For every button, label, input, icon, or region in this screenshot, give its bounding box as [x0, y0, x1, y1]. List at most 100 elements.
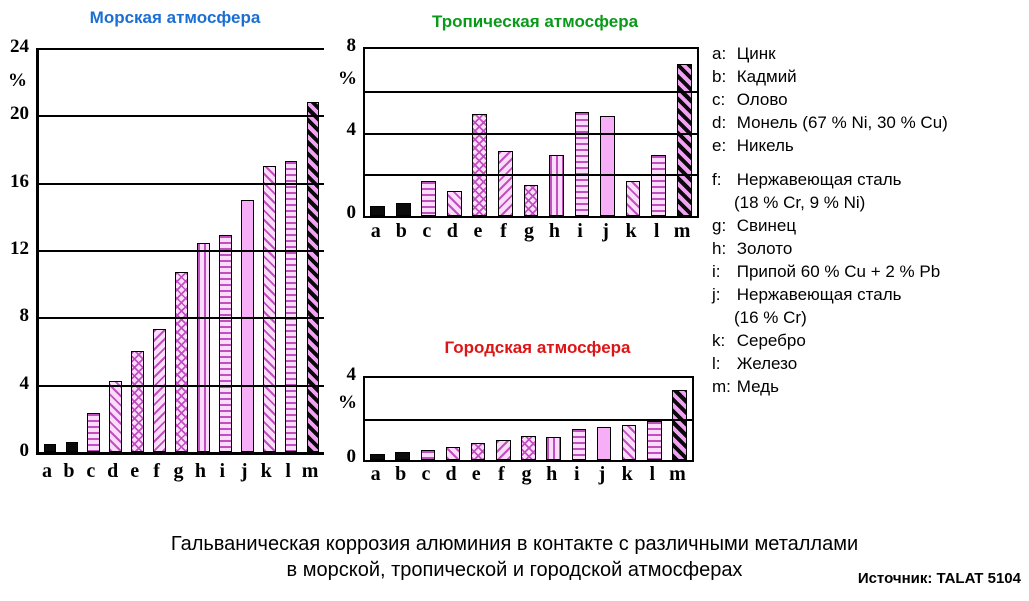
- bar-slot: [440, 378, 465, 460]
- y-tick-label: 4: [346, 118, 357, 140]
- x-tick-label: d: [445, 463, 457, 485]
- x-tick-label: k: [625, 220, 637, 242]
- legend-key: k:: [712, 331, 726, 350]
- x-tick-label: l: [285, 460, 291, 482]
- bar-slot: [365, 378, 390, 460]
- bar-a: [370, 205, 386, 216]
- x-tick-label: l: [649, 463, 656, 485]
- bar-slot: [416, 49, 442, 216]
- y-tick-label: 4: [19, 372, 30, 394]
- legend-item-g: g: Свинец: [712, 214, 1027, 237]
- x-tick-label: j: [240, 460, 248, 482]
- bar-c: [420, 449, 436, 460]
- bar-series: [39, 48, 324, 452]
- legend-label-sub-f: (18 % Cr, 9 % Ni): [734, 193, 866, 212]
- x-tick-label: j: [598, 463, 606, 485]
- x-tick-label: f: [153, 460, 160, 482]
- x-tick-label: c: [86, 460, 96, 482]
- x-tick-label: d: [446, 220, 458, 242]
- legend-label: Монель (67 % Ni, 30 % Cu): [732, 113, 948, 132]
- legend-key: c:: [712, 90, 726, 109]
- bar-slot: [258, 48, 280, 452]
- gridline: [39, 250, 324, 252]
- legend-item-j: j: Нержавеющая сталь: [712, 283, 1027, 306]
- bar-f: [153, 329, 166, 452]
- bar-slot: [617, 378, 642, 460]
- x-tick-label: h: [194, 460, 206, 482]
- bar-slot: [171, 48, 193, 452]
- legend-label: Нержавеющая сталь: [732, 170, 902, 189]
- bar-l: [651, 155, 666, 216]
- x-tick-label: m: [673, 220, 691, 242]
- x-tick-label: h: [548, 220, 561, 242]
- chart-title: Морская атмосфера: [89, 8, 261, 27]
- source-credit: Источник: TALAT 5104: [857, 570, 1021, 587]
- bar-h: [549, 155, 564, 216]
- bar-i: [571, 429, 587, 460]
- bar-slot: [192, 48, 214, 452]
- legend-label: Железо: [732, 354, 798, 373]
- x-tick-label: k: [621, 463, 633, 485]
- bar-slot: [642, 378, 667, 460]
- bar-slot: [442, 49, 468, 216]
- x-tick-label: i: [219, 460, 226, 482]
- bar-j: [240, 199, 254, 452]
- legend-label: Нержавеющая сталь: [732, 285, 902, 304]
- gridline: [39, 317, 324, 320]
- bar-series: [365, 49, 697, 216]
- bar-slot: [595, 49, 621, 216]
- legend-label: Олово: [732, 90, 788, 109]
- bar-l: [284, 160, 298, 452]
- bar-slot: [415, 378, 440, 460]
- bar-slot: [61, 48, 83, 452]
- legend-key: l:: [712, 354, 721, 373]
- bar-slot: [516, 378, 541, 460]
- bar-slot: [671, 49, 697, 216]
- bar-slot: [365, 49, 391, 216]
- bar-slot: [390, 378, 415, 460]
- gridline: [365, 132, 697, 135]
- gridline: [39, 384, 324, 387]
- bar-slot: [39, 48, 61, 452]
- bar-a: [370, 453, 385, 460]
- legend-label: Медь: [732, 377, 779, 396]
- legend-label: Цинк: [732, 44, 776, 63]
- x-tick-label: f: [498, 463, 505, 485]
- y-axis-unit-label: %: [8, 70, 27, 91]
- bar-b: [65, 441, 79, 452]
- gridline: [39, 182, 324, 185]
- bar-g: [521, 436, 536, 460]
- x-tick-label: b: [395, 463, 407, 485]
- legend-key: e:: [712, 136, 727, 155]
- bar-g: [175, 271, 188, 452]
- bar-f: [496, 439, 511, 460]
- bar-slot: [667, 378, 692, 460]
- x-tick-label: c: [422, 220, 432, 242]
- gridline: [365, 90, 697, 93]
- bar-slot: [127, 48, 149, 452]
- legend-item-m: m: Медь: [712, 375, 1027, 398]
- legend-label: Кадмий: [732, 67, 797, 86]
- legend-item-h: h: Золото: [712, 237, 1027, 260]
- legend-label: Свинец: [732, 216, 797, 235]
- bar-slot: [83, 48, 105, 452]
- legend-label: Никель: [732, 136, 794, 155]
- bar-h: [197, 243, 210, 452]
- bar-k: [262, 165, 276, 452]
- x-tick-label: a: [41, 460, 52, 482]
- legend-item-k: k: Серебро: [712, 329, 1027, 352]
- legend-key: b:: [712, 67, 727, 86]
- x-tick-label: h: [546, 463, 558, 485]
- y-axis: 0 4 8 12 16 20 24: [0, 36, 31, 461]
- bar-d: [445, 446, 461, 460]
- bar-g: [523, 184, 539, 216]
- plot-area: [363, 376, 694, 462]
- bar-slot: [105, 48, 127, 452]
- legend-item-a: a: Цинк: [712, 42, 1027, 65]
- bar-f: [498, 151, 513, 216]
- y-axis-unit-label: %: [338, 68, 357, 89]
